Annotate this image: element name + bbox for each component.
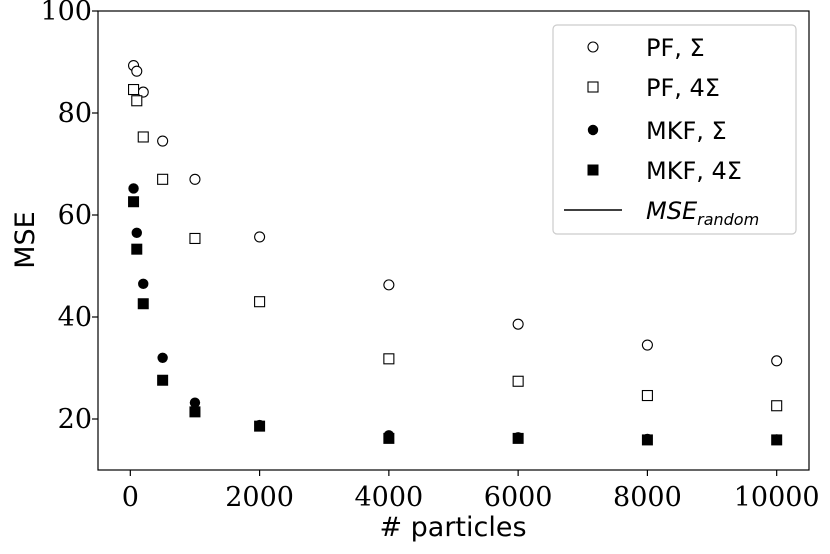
x-tick-label: 0 <box>122 482 139 513</box>
data-point <box>641 389 653 402</box>
y-tick-label: 20 <box>58 404 92 435</box>
x-tick-label: 8000 <box>613 482 682 513</box>
data-point <box>131 243 143 255</box>
x-tick-label: 4000 <box>355 482 424 513</box>
plot-frame <box>97 10 810 471</box>
data-point <box>157 352 168 363</box>
data-point <box>128 196 140 208</box>
data-point <box>771 355 783 367</box>
data-point <box>383 279 395 291</box>
legend-marker <box>587 81 599 93</box>
data-point <box>157 173 169 185</box>
data-point <box>512 318 524 330</box>
legend-marker <box>587 41 599 53</box>
data-point <box>131 65 143 77</box>
y-tick-label: 80 <box>58 98 92 129</box>
data-point <box>771 400 783 412</box>
data-point <box>131 95 143 107</box>
data-point <box>137 131 149 143</box>
x-tick-label: 2000 <box>225 482 294 513</box>
data-point <box>383 353 395 365</box>
x-tick-label: 6000 <box>484 482 553 513</box>
legend-label: MKF, 4Σ <box>646 157 742 185</box>
x-tick-label: 10000 <box>734 482 820 513</box>
legend-frame <box>552 24 797 235</box>
legend-label: PF, 4Σ <box>646 74 720 102</box>
data-point <box>189 173 201 185</box>
data-point <box>189 406 201 418</box>
x-axis: 0 2000 4000 6000 8000 10000 <box>122 470 820 513</box>
x-axis-label: # particles <box>379 512 526 543</box>
legend-label: MSErandom <box>646 197 759 229</box>
data-point <box>254 296 266 308</box>
legend-label: MKF, Σ <box>646 117 727 145</box>
data-point <box>641 434 653 446</box>
data-point <box>157 374 169 386</box>
data-point <box>131 227 142 239</box>
y-axis: 20 40 60 80 100 <box>40 0 98 435</box>
data-point <box>128 83 140 96</box>
legend: PF, Σ PF, 4Σ MKF, Σ MKF, 4Σ MSErandom <box>552 24 797 235</box>
legend-marker <box>587 164 599 176</box>
data-point <box>128 183 139 194</box>
data-point <box>771 434 783 446</box>
data-point <box>254 420 266 432</box>
data-point <box>641 339 653 351</box>
data-point <box>137 298 149 310</box>
legend-marker <box>587 124 599 136</box>
data-point <box>138 278 149 290</box>
data-point <box>254 231 266 243</box>
data-point <box>189 232 201 245</box>
data-point <box>157 135 169 147</box>
data-point <box>512 375 524 387</box>
y-tick-label: 40 <box>58 302 92 333</box>
data-point <box>383 432 395 444</box>
data-point <box>512 432 524 444</box>
y-axis-label: MSE <box>10 211 41 269</box>
data-points <box>128 60 783 446</box>
y-tick-label: 100 <box>40 0 92 27</box>
data-point <box>189 397 201 408</box>
legend-label: PF, Σ <box>646 34 705 62</box>
y-tick-label: 60 <box>58 200 92 231</box>
